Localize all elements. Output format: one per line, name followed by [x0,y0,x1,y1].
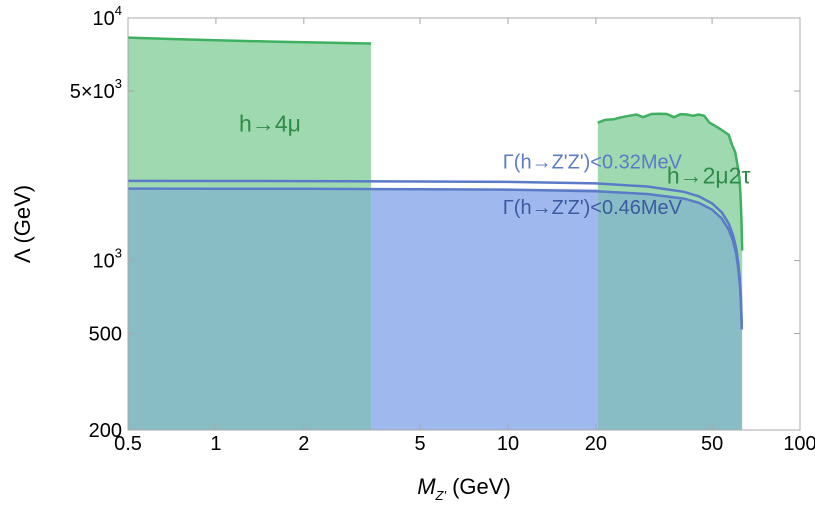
y-tick-label: 200 [89,420,122,442]
region-gamma046 [128,188,742,430]
x-tick-label: 100 [783,433,815,455]
x-tick-label: 20 [585,433,607,455]
x-tick-label: 2 [298,433,309,455]
x-axis-title: MZ' (GeV) [417,474,511,503]
axes-box [127,17,801,431]
plot-frame [127,17,801,431]
y-tick-label: 104 [93,3,122,30]
curve-h2mu2tau [597,112,744,251]
curve-gamma046 [128,187,744,330]
y-tick-label: 500 [89,323,122,345]
plot-area [128,36,744,430]
annotation-label_g046: Γ(h→Z'Z')<0.46MeV [503,197,683,219]
y-tick-label: 103 [93,245,122,272]
x-tick-label: 10 [497,433,519,455]
annotation-label_h2mu2tau: h→2μ2τ [667,162,751,188]
curve-h4mu [128,36,372,45]
annotation-label_h4mu: h→4μ [239,111,301,137]
x-tick-label: 0.5 [114,433,142,455]
x-tick-label: 5 [414,433,425,455]
axis-ticks: 0.5 1 2 5 10 20 50 100 200 500 103 5×103 104 [70,3,815,455]
region-h4mu [128,37,372,430]
annotation-label_g032: Γ(h→Z'Z')<0.32MeV [503,152,683,174]
y-axis-title: Λ (GeV) [10,185,35,263]
x-tick-label: 1 [210,433,221,455]
x-tick-label: 50 [701,433,723,455]
y-tick-label: 5×103 [70,76,122,103]
region-pale_band [371,188,598,430]
